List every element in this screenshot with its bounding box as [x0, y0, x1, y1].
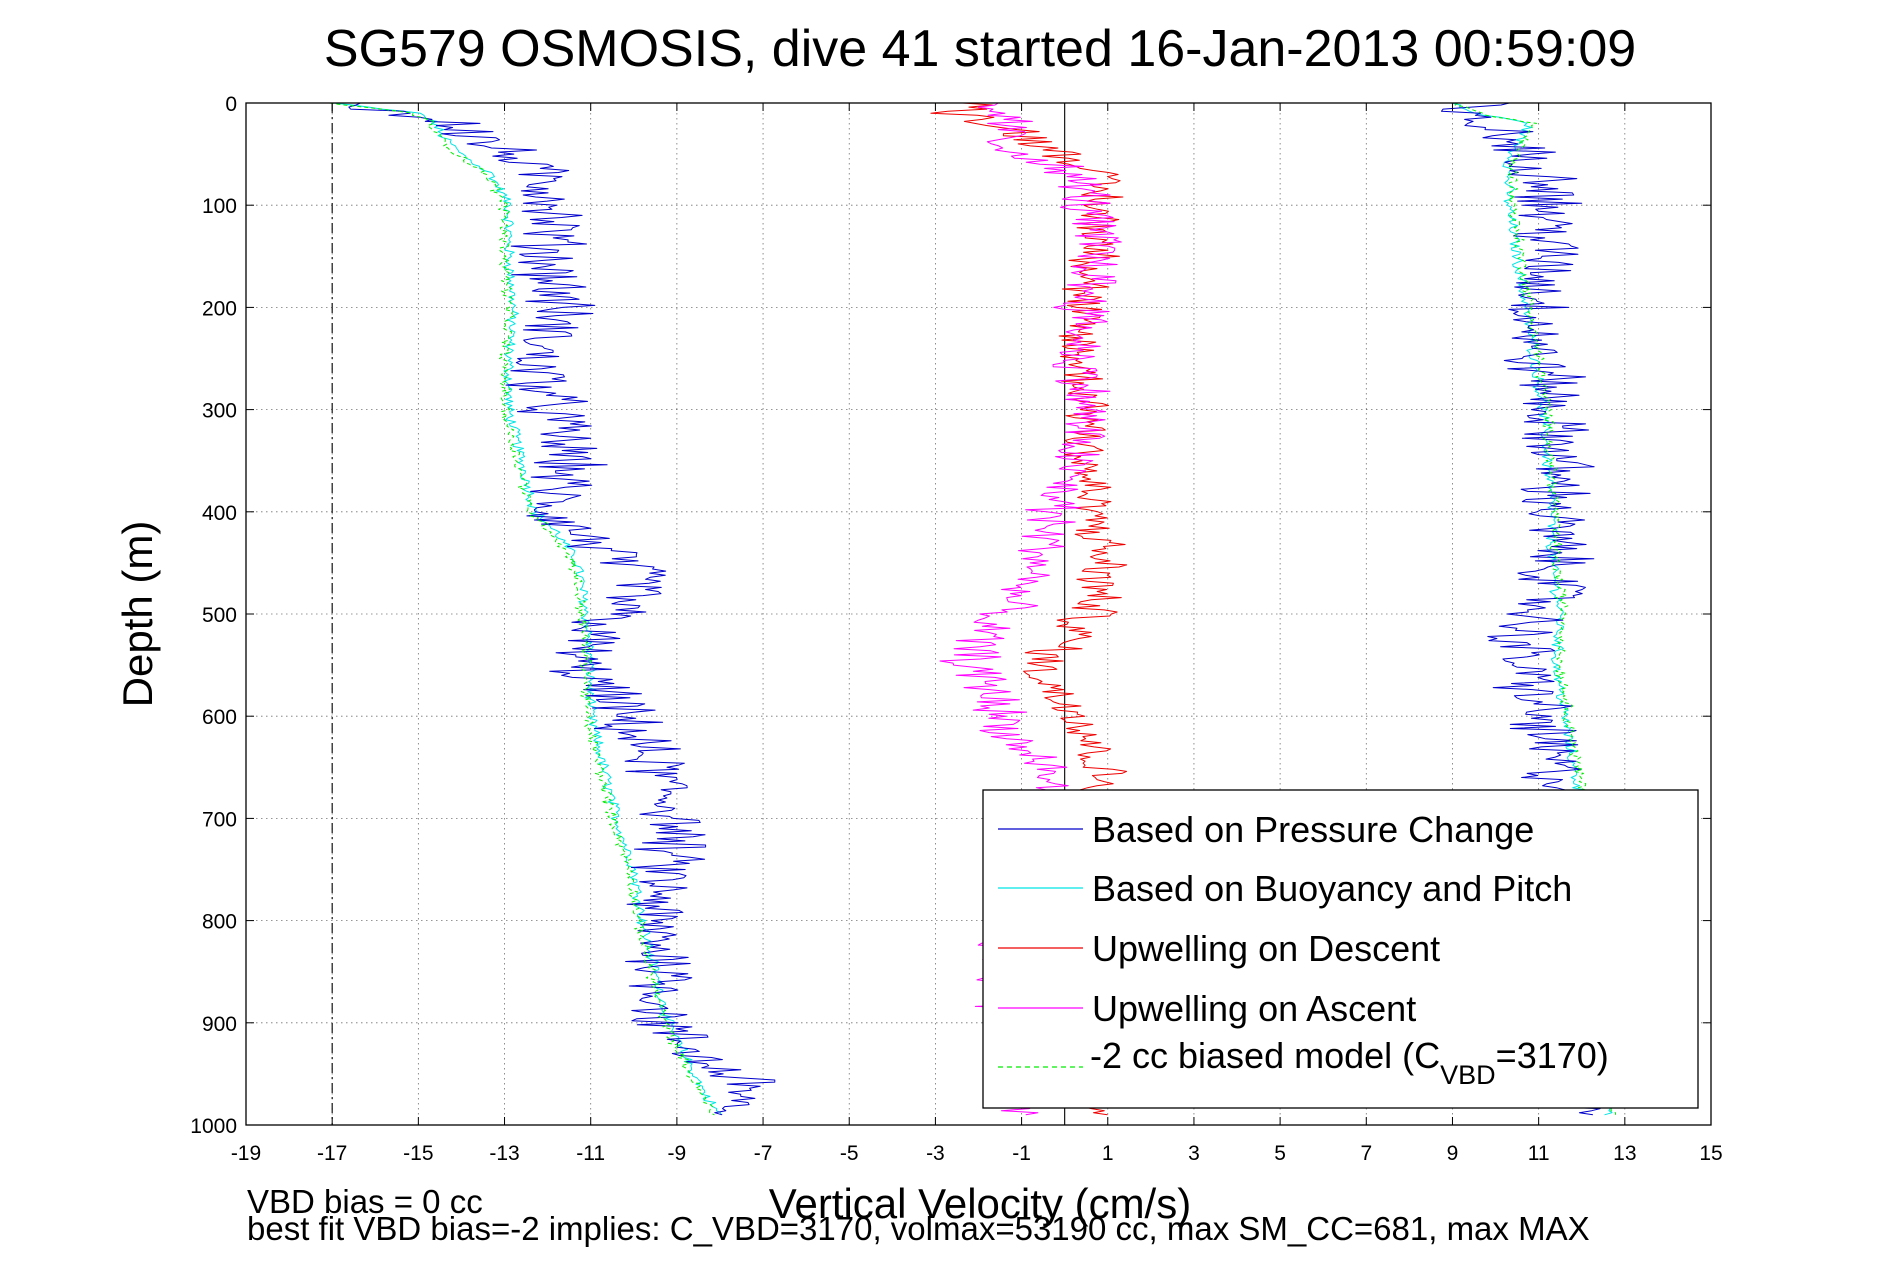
x-tick-label: -9 [668, 1142, 687, 1165]
y-tick-label: 400 [202, 502, 237, 525]
x-tick-label: -13 [489, 1142, 519, 1165]
series-based-on-pressure-change-descent [348, 102, 776, 1116]
x-tick-label: -11 [576, 1142, 605, 1165]
y-tick-label: 700 [202, 808, 237, 831]
chart-title: SG579 OSMOSIS, dive 41 started 16-Jan-20… [324, 20, 1636, 78]
x-tick-label: 15 [1699, 1142, 1722, 1165]
y-tick-labels: 0 100 200 300 400 500 600 700 800 900 1000 [190, 93, 237, 1138]
x-axis-label: Vertical Velocity (cm/s) [769, 1180, 1191, 1227]
x-tick-label: 7 [1360, 1142, 1372, 1165]
x-tick-label: -5 [840, 1142, 859, 1165]
x-tick-label: 11 [1528, 1142, 1550, 1165]
y-tick-label: 0 [225, 93, 237, 116]
plot-area [245, 102, 1712, 1126]
x-tick-label: -3 [926, 1142, 945, 1165]
y-tick-label: 100 [202, 195, 237, 218]
legend-box [982, 789, 1699, 1109]
x-tick-label: -17 [317, 1142, 347, 1165]
x-tick-labels: -19 -17 -15 -13 -11 -9 -7 -5 -3 -1 1 3 5 7 9 11 13 15 [231, 1142, 1723, 1165]
legend-label-upwelling-descent: Upwelling on Descent [1092, 928, 1440, 969]
y-tick-label: 500 [202, 604, 237, 627]
x-tick-label: 1 [1102, 1142, 1114, 1165]
best-fit-note: best fit VBD bias=-2 implies: C_VBD=3170… [247, 1210, 1590, 1247]
x-tick-label: 13 [1613, 1142, 1636, 1165]
vbd-bias-note: VBD bias = 0 cc [247, 1183, 483, 1220]
legend-label-biased-model: -2 cc biased model (CVBD=3170) [1090, 1035, 1609, 1090]
x-tick-label: -1 [1012, 1142, 1031, 1165]
y-tick-label: 900 [202, 1013, 237, 1036]
legend-label-upwelling-ascent: Upwelling on Ascent [1092, 988, 1416, 1029]
x-tick-label: -7 [754, 1142, 773, 1165]
y-axis-label: Depth (m) [114, 521, 161, 708]
legend-label-pressure-change: Based on Pressure Change [1092, 809, 1534, 850]
x-tick-label: 9 [1447, 1142, 1459, 1165]
y-tick-label: 800 [202, 911, 237, 934]
y-tick-label: 600 [202, 706, 237, 729]
legend-label-buoyancy-pitch: Based on Buoyancy and Pitch [1092, 868, 1572, 909]
x-tick-label: 3 [1188, 1142, 1200, 1165]
series-2-cc-biased-model-ascent [1454, 102, 1617, 1115]
y-tick-label: 200 [202, 297, 237, 320]
x-tick-label: 5 [1274, 1142, 1286, 1165]
x-tick-label: -19 [231, 1142, 261, 1165]
legend: Based on Pressure Change Based on Buoyan… [982, 789, 1699, 1109]
y-tick-label: 300 [202, 400, 237, 423]
tick-marks [245, 102, 1712, 1126]
series-based-on-buoyancy-and-pitch-descent [333, 102, 722, 1115]
y-tick-label: 1000 [190, 1115, 237, 1138]
series-2-cc-biased-model-descent [329, 102, 715, 1116]
x-tick-label: -15 [403, 1142, 433, 1165]
